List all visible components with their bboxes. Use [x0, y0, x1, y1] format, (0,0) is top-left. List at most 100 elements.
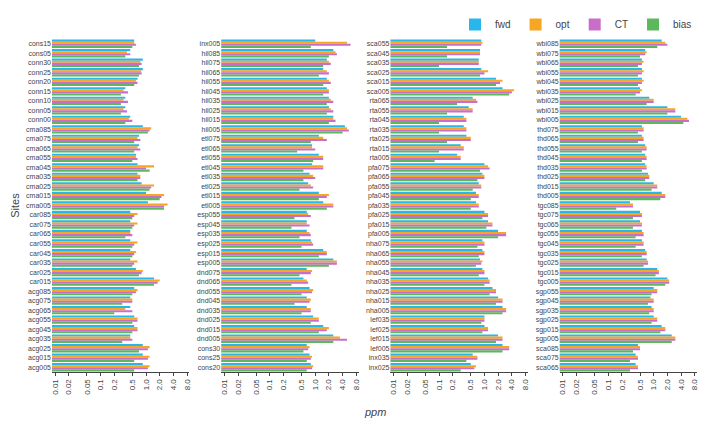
svg-text:tgc065: tgc065	[538, 221, 559, 229]
svg-text:cons30: cons30	[198, 345, 221, 352]
svg-text:cma005: cma005	[26, 202, 51, 209]
svg-text:thd045: thd045	[537, 154, 559, 161]
svg-text:rta055: rta055	[370, 107, 390, 114]
svg-text:nha045: nha045	[366, 269, 389, 276]
svg-text:esp005: esp005	[197, 259, 220, 267]
svg-text:2.0: 2.0	[663, 379, 672, 391]
svg-text:0.05: 0.05	[83, 379, 92, 395]
svg-text:0.01: 0.01	[389, 379, 398, 395]
svg-text:0.1: 0.1	[435, 379, 444, 391]
svg-text:inx035: inx035	[369, 354, 390, 361]
svg-text:car065: car065	[30, 230, 52, 237]
svg-text:etl075: etl075	[201, 135, 220, 142]
svg-text:wbi075: wbi075	[535, 50, 558, 57]
svg-text:thd065: thd065	[537, 135, 559, 142]
svg-text:Sites: Sites	[9, 193, 21, 218]
svg-text:conn15: conn15	[28, 88, 51, 95]
svg-text:tgc045: tgc045	[538, 240, 559, 248]
svg-text:4.0: 4.0	[677, 379, 686, 391]
svg-text:etl045: etl045	[201, 164, 220, 171]
svg-text:0.1: 0.1	[265, 379, 274, 391]
svg-text:dnd065: dnd065	[197, 278, 220, 285]
svg-text:1.0: 1.0	[480, 379, 489, 391]
svg-text:hil075: hil075	[202, 59, 221, 66]
svg-text:dnd025: dnd025	[197, 316, 220, 323]
svg-text:nha025: nha025	[366, 288, 389, 295]
svg-text:nha005: nha005	[366, 307, 389, 314]
svg-text:conn05: conn05	[28, 107, 51, 114]
svg-text:8.0: 8.0	[183, 379, 192, 391]
svg-text:2.0: 2.0	[494, 379, 503, 391]
svg-text:pfa015: pfa015	[368, 221, 390, 229]
svg-text:rta025: rta025	[370, 135, 390, 142]
svg-text:sca015: sca015	[367, 78, 390, 85]
svg-text:dnd005: dnd005	[197, 335, 220, 342]
svg-text:lef025: lef025	[370, 326, 389, 333]
svg-text:tgc055: tgc055	[538, 230, 559, 238]
svg-text:0.02: 0.02	[572, 379, 581, 395]
svg-text:0.01: 0.01	[558, 379, 567, 395]
svg-text:hil065: hil065	[202, 69, 221, 76]
svg-text:pfa075: pfa075	[368, 164, 390, 172]
svg-text:hil035: hil035	[202, 97, 221, 104]
svg-text:nha075: nha075	[366, 240, 389, 247]
svg-text:car045: car045	[30, 250, 52, 257]
svg-text:rta035: rta035	[370, 126, 390, 133]
svg-text:etl065: etl065	[201, 145, 220, 152]
svg-text:nha065: nha065	[366, 250, 389, 257]
svg-text:0.2: 0.2	[279, 379, 288, 391]
svg-text:sca065: sca065	[536, 364, 559, 371]
svg-text:1.0: 1.0	[649, 379, 658, 391]
svg-text:0.5: 0.5	[297, 379, 306, 391]
svg-text:acg045: acg045	[28, 326, 51, 334]
svg-text:nha035: nha035	[366, 278, 389, 285]
svg-text:etl015: etl015	[201, 192, 220, 199]
svg-text:wbi025: wbi025	[535, 97, 558, 104]
svg-text:thd075: thd075	[537, 126, 559, 133]
svg-text:sca055: sca055	[367, 40, 390, 47]
svg-text:acg035: acg035	[28, 335, 51, 343]
svg-text:conn00: conn00	[28, 116, 51, 123]
svg-text:wbi065: wbi065	[535, 59, 558, 66]
svg-text:wbi045: wbi045	[535, 78, 558, 85]
svg-text:car025: car025	[30, 269, 52, 276]
svg-text:cons25: cons25	[198, 354, 221, 361]
svg-text:0.1: 0.1	[96, 379, 105, 391]
svg-text:etl035: etl035	[201, 173, 220, 180]
svg-text:4.0: 4.0	[169, 379, 178, 391]
svg-text:rta005: rta005	[370, 154, 390, 161]
svg-text:lef005: lef005	[370, 345, 389, 352]
svg-text:cma045: cma045	[26, 164, 51, 171]
svg-text:etl025: etl025	[201, 183, 220, 190]
svg-text:rta015: rta015	[370, 145, 390, 152]
svg-text:car075: car075	[30, 221, 52, 228]
svg-text:conn20: conn20	[28, 78, 51, 85]
svg-text:conn30: conn30	[28, 59, 51, 66]
svg-text:cons15: cons15	[28, 40, 51, 47]
svg-text:cma025: cma025	[26, 183, 51, 190]
svg-text:thd005: thd005	[537, 192, 559, 199]
svg-text:bias: bias	[673, 19, 691, 30]
svg-text:wbi085: wbi085	[535, 40, 558, 47]
svg-text:0.05: 0.05	[252, 379, 261, 395]
svg-text:cons20: cons20	[198, 364, 221, 371]
svg-text:acg015: acg015	[28, 354, 51, 362]
svg-text:2.0: 2.0	[324, 379, 333, 391]
svg-text:0.2: 0.2	[110, 379, 119, 391]
svg-text:cma065: cma065	[26, 145, 51, 152]
svg-text:esp025: esp025	[197, 240, 220, 248]
svg-text:sgp005: sgp005	[536, 335, 559, 343]
svg-text:2.0: 2.0	[155, 379, 164, 391]
svg-text:conn25: conn25	[28, 69, 51, 76]
svg-text:0.2: 0.2	[618, 379, 627, 391]
svg-text:hil005: hil005	[202, 126, 221, 133]
svg-text:thd035: thd035	[537, 164, 559, 171]
svg-text:lef015: lef015	[370, 335, 389, 342]
svg-text:1.0: 1.0	[311, 379, 320, 391]
svg-text:esp045: esp045	[197, 221, 220, 229]
svg-text:cma075: cma075	[26, 135, 51, 142]
svg-text:wbi015: wbi015	[535, 107, 558, 114]
svg-text:cons05: cons05	[28, 50, 51, 57]
svg-text:0.05: 0.05	[590, 379, 599, 395]
svg-text:0.5: 0.5	[128, 379, 137, 391]
